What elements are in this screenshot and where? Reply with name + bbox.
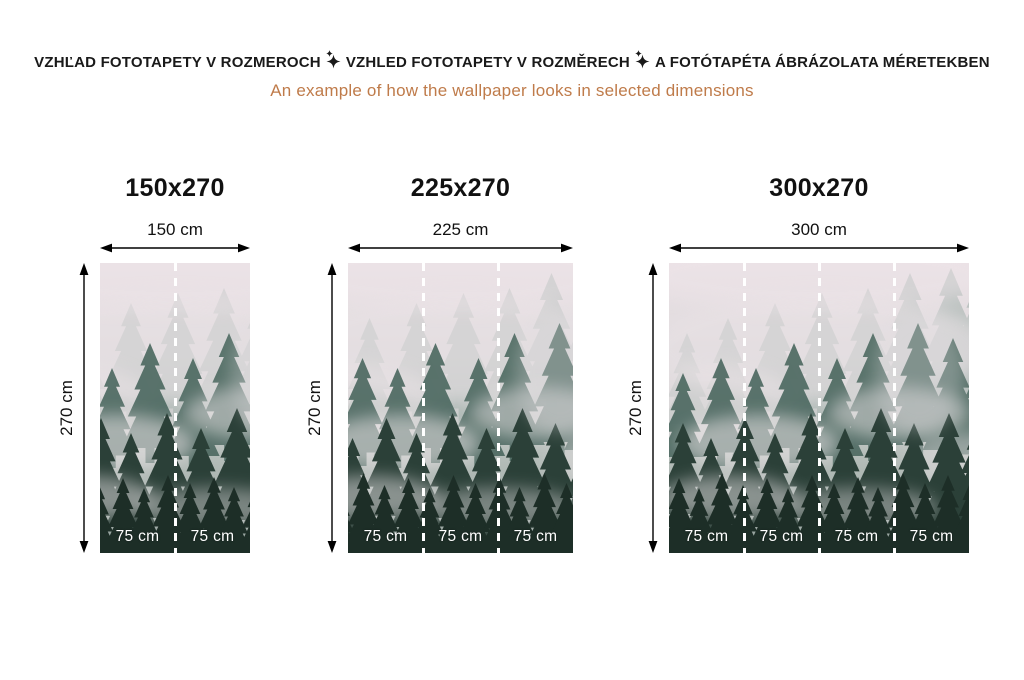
- title-part-czech: VZHLED FOTOTAPETY V ROZMĚRECH: [345, 53, 630, 71]
- panel-width-label: 75 cm: [759, 528, 804, 545]
- width-dimension-arrow-icon: [669, 243, 969, 253]
- panel-divider-dashed-line: [421, 263, 425, 553]
- height-dimension-label: 270 cm: [305, 380, 324, 436]
- title-part-hungarian: A FOTÓTAPÉTA ÁBRÁZOLATA MÉRETEKBEN: [654, 53, 990, 71]
- panel-width-label: 75 cm: [513, 528, 558, 545]
- panel-divider-dashed-line: [817, 263, 821, 553]
- panel-divider-dashed-line: [173, 263, 177, 553]
- height-dimension-arrow-icon: [327, 263, 337, 553]
- sparkle-icon: [634, 50, 650, 69]
- width-dimension-label: 300 cm: [791, 220, 847, 239]
- title-part-slovak: VZHĽAD FOTOTAPETY V ROZMEROCH: [34, 53, 321, 71]
- page-title: VZHĽAD FOTOTAPETY V ROZMEROCH VZHLED FOT…: [0, 50, 1024, 72]
- wallpaper-preview-150: 75 cm 75 cm: [100, 263, 250, 553]
- wallpaper-preview-225: 75 cm 75 cm 75 cm: [348, 263, 573, 553]
- panel-width-label: 75 cm: [909, 528, 954, 545]
- panel-width-label: 75 cm: [115, 528, 160, 545]
- height-dimension-arrow-icon: [648, 263, 658, 553]
- panel-divider-dashed-line: [496, 263, 500, 553]
- size-figure-225x270: 225x270 225 cm 270 cm 75 cm 75 cm 75 cm: [293, 170, 578, 565]
- height-dimension-label: 270 cm: [626, 380, 645, 436]
- panel-width-label: 75 cm: [438, 528, 483, 545]
- size-title: 300x270: [769, 174, 869, 202]
- panel-divider-dashed-line: [742, 263, 746, 553]
- page-subtitle: An example of how the wallpaper looks in…: [270, 81, 754, 100]
- height-dimension-label: 270 cm: [57, 380, 76, 436]
- height-dimension-arrow-icon: [79, 263, 89, 553]
- panel-width-label: 75 cm: [684, 528, 729, 545]
- width-dimension-arrow-icon: [100, 243, 250, 253]
- wallpaper-preview-300: 75 cm 75 cm 75 cm 75 cm: [669, 263, 969, 553]
- panel-width-label: 75 cm: [834, 528, 879, 545]
- width-dimension-label: 225 cm: [432, 220, 489, 239]
- panel-width-label: 75 cm: [363, 528, 408, 545]
- wallpaper-image: [348, 263, 573, 553]
- size-title: 225x270: [410, 174, 511, 202]
- size-title: 150x270: [125, 174, 225, 202]
- sparkle-icon: [325, 50, 341, 69]
- panel-divider-dashed-line: [892, 263, 896, 553]
- panel-width-label: 75 cm: [190, 528, 235, 545]
- size-figure-300x270: 300x270 300 cm 270 cm 75 cm 75 cm 75 cm …: [614, 170, 974, 565]
- width-dimension-label: 150 cm: [147, 220, 203, 239]
- size-figure-150x270: 150x270 150 cm 270 cm 75 cm 75 cm: [45, 170, 255, 565]
- width-dimension-arrow-icon: [348, 243, 573, 253]
